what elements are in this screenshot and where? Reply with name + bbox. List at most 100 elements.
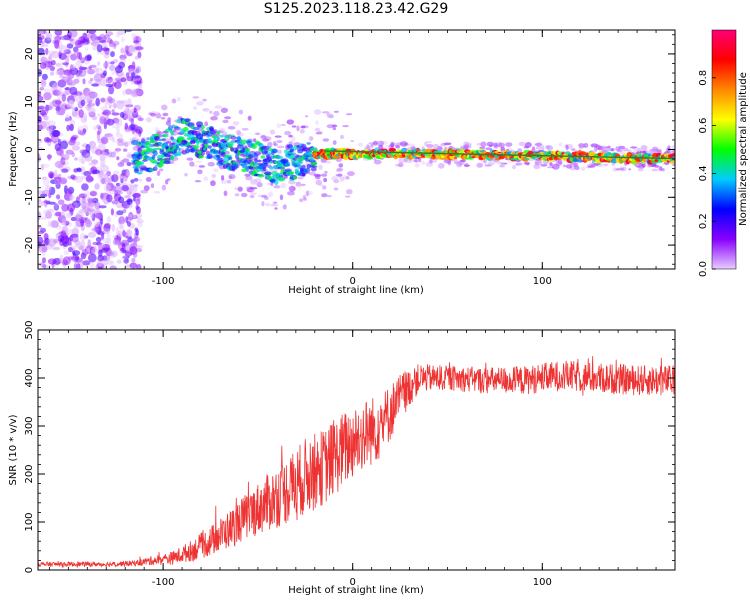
heatmap-cell [305, 190, 310, 197]
heatmap-cell [195, 160, 202, 163]
heatmap-cell [153, 191, 161, 194]
heatmap-cell [49, 80, 58, 88]
snr-x-tick-label: -100 [152, 577, 175, 588]
heatmap-cell [326, 112, 330, 119]
heatmap-cell [142, 159, 148, 162]
heatmap-cell [216, 136, 220, 142]
heatmap-cell [103, 122, 107, 130]
heatmap-cell [68, 99, 75, 107]
heatmap-cell [52, 83, 58, 89]
heatmap-cell [111, 200, 119, 205]
heatmap-cell [87, 99, 92, 104]
heatmap-cell [89, 91, 98, 99]
heatmap-cell [138, 161, 145, 165]
heatmap-cell [65, 114, 71, 122]
heatmap-cell [165, 179, 169, 185]
heatmap-cell [70, 234, 79, 243]
heatmap-cell [185, 147, 191, 154]
heatmap-cell [297, 160, 303, 165]
heatmap-cell [156, 170, 161, 176]
heatmap-cell [347, 171, 355, 177]
heatmap-cell [131, 257, 136, 263]
heatmap-cell [65, 220, 70, 226]
heatmap-cell [54, 169, 58, 177]
heatmap-cell [70, 54, 78, 61]
heatmap-cell [98, 260, 103, 268]
heatmap-cell [70, 136, 77, 141]
heatmap-cell [104, 99, 108, 108]
snr-axes: -100 0 100 0 100 200 300 400 500 [24, 320, 676, 588]
heatmap-cell [610, 148, 615, 152]
heatmap-cell [38, 106, 43, 111]
heatmap-cell [47, 154, 51, 161]
heatmap-cell [287, 191, 295, 196]
heatmap-cell [124, 142, 129, 148]
heatmap-cell [91, 227, 100, 232]
heatmap-cell [133, 184, 139, 188]
colorbar-tick-label: 0.0 [698, 261, 709, 277]
heatmap-cell [250, 179, 258, 185]
heatmap-cell [200, 151, 205, 156]
heatmap-cell [83, 37, 90, 42]
heatmap-cell [106, 170, 111, 177]
heatmap-cell [67, 203, 76, 212]
heatmap-cell [276, 140, 283, 144]
heatmap-cell [146, 147, 154, 153]
heatmap-cell [66, 124, 71, 132]
heatmap-cell [209, 126, 214, 132]
heatmap-cell [295, 181, 302, 187]
heatmap-cell [61, 203, 69, 212]
heatmap-cell [108, 104, 112, 109]
heatmap-cell [215, 154, 221, 158]
heatmap-cell [115, 103, 122, 109]
heatmap-cell [74, 39, 83, 48]
heatmap-cell [222, 119, 229, 124]
heatmap-cell [572, 162, 578, 166]
heatmap-cell [357, 142, 363, 147]
heatmap-cell [57, 199, 65, 205]
heatmap-cell [79, 149, 89, 155]
heatmap-cell [345, 176, 350, 180]
heatmap-cell [126, 229, 132, 237]
heatmap-cell [134, 55, 140, 60]
heatmap-cell [93, 125, 97, 131]
heatmap-cell [128, 211, 134, 221]
heatmap-cell [133, 185, 138, 193]
heatmap-cell [89, 262, 95, 269]
heatmap-cell [63, 250, 70, 256]
heatmap-cell [236, 130, 242, 136]
heatmap-cell [45, 47, 49, 55]
heatmap-cell [333, 187, 339, 191]
heatmap-cell [321, 111, 330, 114]
heatmap-cell [183, 133, 189, 137]
heatmap-cell [300, 143, 307, 148]
heatmap-cell [152, 166, 158, 171]
heatmap-cell [632, 148, 638, 153]
heatmap-cell [81, 201, 87, 209]
heatmap-cell [194, 180, 202, 183]
heatmap-cell [293, 176, 298, 180]
heatmap-cell [83, 170, 92, 177]
heatmap-cell [38, 115, 43, 124]
heatmap-cell [267, 146, 272, 149]
heatmap-cell [55, 70, 65, 76]
heatmap-cell [124, 256, 129, 261]
heatmap-cell [68, 241, 73, 247]
heatmap-cell [279, 194, 284, 201]
heatmap-cell [98, 170, 104, 178]
heatmap-cell [109, 64, 116, 71]
heatmap-cell [323, 177, 327, 183]
heatmap-cell [657, 150, 662, 154]
heatmap-cell [276, 155, 284, 160]
heatmap-cell [241, 168, 247, 173]
heatmap-cell [254, 178, 262, 183]
spectrogram-x-tick-label: 0 [350, 276, 356, 287]
heatmap-cell [97, 125, 102, 135]
heatmap-cell [105, 76, 113, 84]
heatmap-cell [260, 135, 267, 140]
heatmap-cell [53, 203, 60, 211]
heatmap-cell [671, 144, 675, 151]
heatmap-cell [117, 141, 125, 147]
heatmap-cell [160, 117, 166, 120]
heatmap-cell [99, 158, 106, 166]
